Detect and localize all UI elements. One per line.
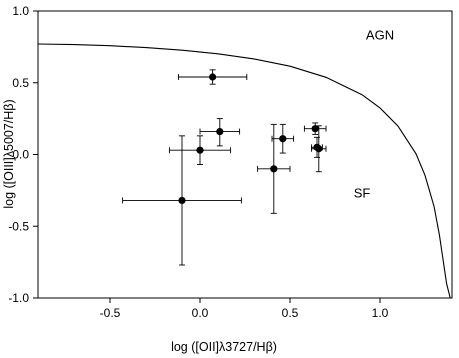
- data-point: [270, 165, 278, 173]
- data-point: [311, 125, 319, 133]
- x-axis-ticks: -0.5 0.0 0.5 1.0: [100, 298, 389, 320]
- data-point: [279, 135, 287, 143]
- x-axis-label: log ([OII]λ3727/Hβ): [171, 340, 277, 354]
- annotation-layer: AGN SF: [354, 28, 394, 201]
- plot-frame: [37, 10, 453, 299]
- y-tick-label: 0.0: [12, 148, 29, 162]
- data-point: [216, 127, 224, 136]
- errorbar-layer: [122, 69, 327, 266]
- x-tick-label: -0.5: [100, 306, 121, 320]
- data-point: [315, 145, 323, 153]
- curve-layer: [37, 43, 451, 299]
- y-axis-label: log ([OIII]λ5007/Hβ): [2, 99, 16, 208]
- x-tick-label: 0.5: [282, 306, 299, 320]
- y-tick-label: -0.5: [8, 219, 29, 233]
- y-axis-ticks: -1.0 -0.5 0.0 0.5 1.0: [8, 4, 38, 305]
- region-label-agn: AGN: [366, 28, 394, 43]
- x-tick-label: 0.0: [192, 306, 209, 320]
- y-tick-label: -1.0: [8, 291, 29, 305]
- point-layer: [178, 73, 323, 205]
- demarcation-curve: [37, 43, 451, 299]
- x-tick-label: 1.0: [372, 306, 389, 320]
- y-tick-label: 0.5: [12, 76, 29, 90]
- data-point: [196, 146, 204, 154]
- y-tick-label: 1.0: [12, 4, 29, 18]
- data-point: [209, 73, 217, 81]
- region-label-sf: SF: [354, 186, 371, 201]
- data-point: [178, 196, 186, 205]
